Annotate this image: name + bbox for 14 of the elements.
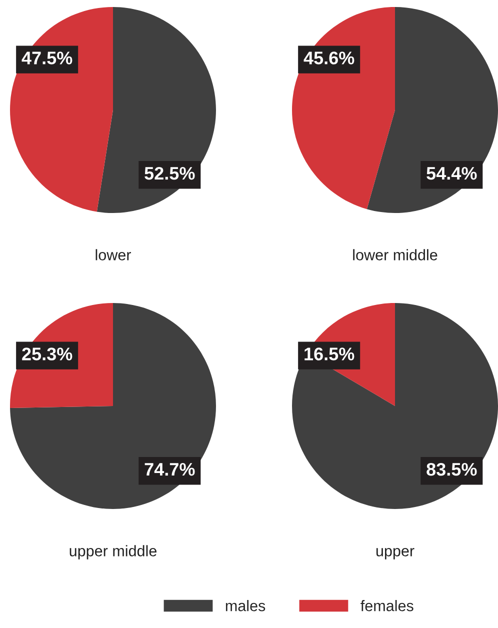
data-label: 16.5%	[304, 348, 354, 360]
data-label: 74.7%	[144, 462, 195, 476]
legend-label: males	[226, 600, 266, 612]
text: lower middle	[353, 249, 438, 260]
data-label: 83.5%	[426, 462, 477, 476]
data-label: 47.5%	[22, 52, 72, 64]
text: lower	[96, 249, 131, 260]
text: upper middle	[70, 545, 156, 560]
text: upper	[376, 548, 414, 560]
data-label: 25.3%	[22, 348, 72, 360]
legend-label: females	[360, 600, 414, 612]
data-label: 54.4%	[426, 166, 477, 180]
data-label: 52.5%	[144, 166, 195, 180]
data-label: 45.6%	[304, 52, 354, 64]
